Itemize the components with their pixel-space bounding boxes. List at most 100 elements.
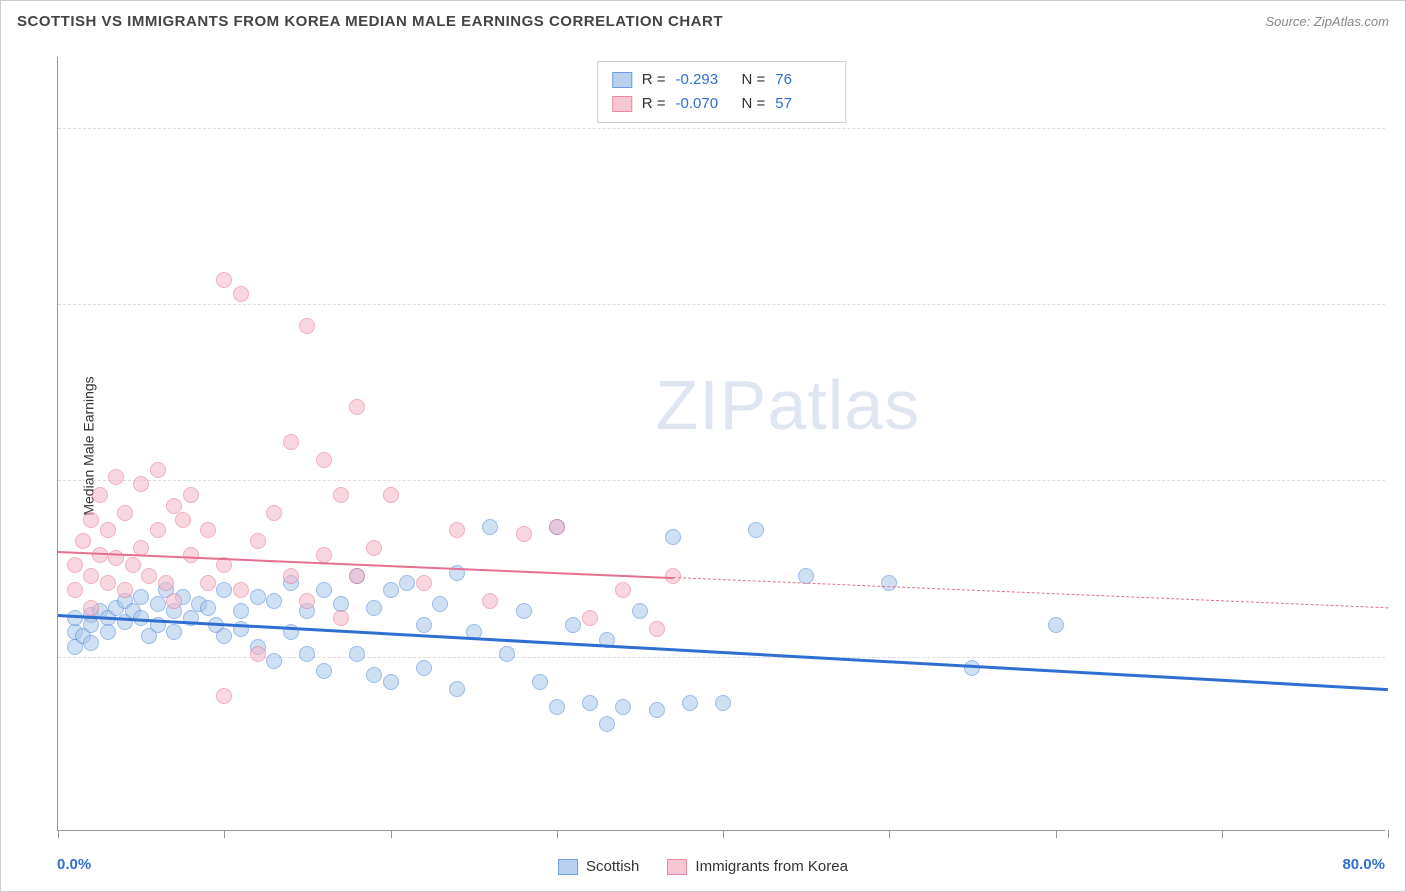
data-point bbox=[715, 695, 731, 711]
data-point bbox=[416, 617, 432, 633]
data-point bbox=[615, 699, 631, 715]
data-point bbox=[299, 646, 315, 662]
gridline bbox=[58, 480, 1385, 481]
data-point bbox=[416, 660, 432, 676]
data-point bbox=[565, 617, 581, 633]
data-point bbox=[216, 628, 232, 644]
data-point bbox=[183, 547, 199, 563]
data-point bbox=[599, 716, 615, 732]
data-point bbox=[183, 487, 199, 503]
data-point bbox=[133, 476, 149, 492]
data-point bbox=[216, 582, 232, 598]
data-point bbox=[748, 522, 764, 538]
data-point bbox=[216, 272, 232, 288]
data-point bbox=[75, 533, 91, 549]
x-axis-max-label: 80.0% bbox=[1342, 856, 1385, 873]
data-point bbox=[449, 681, 465, 697]
gridline bbox=[58, 128, 1385, 129]
data-point bbox=[250, 646, 266, 662]
data-point bbox=[582, 610, 598, 626]
data-point bbox=[299, 318, 315, 334]
r-label: R = bbox=[642, 68, 666, 92]
data-point bbox=[316, 547, 332, 563]
data-point bbox=[233, 286, 249, 302]
data-point bbox=[366, 540, 382, 556]
data-point bbox=[383, 674, 399, 690]
data-point bbox=[83, 568, 99, 584]
data-point bbox=[682, 695, 698, 711]
source-name: ZipAtlas.com bbox=[1314, 14, 1389, 29]
legend-item: Scottish bbox=[558, 858, 639, 875]
x-tick bbox=[723, 830, 724, 838]
legend-swatch bbox=[612, 96, 632, 112]
data-point bbox=[108, 469, 124, 485]
legend-swatch bbox=[612, 72, 632, 88]
legend-label: Scottish bbox=[586, 858, 639, 875]
title-bar: SCOTTISH VS IMMIGRANTS FROM KOREA MEDIAN… bbox=[1, 1, 1405, 41]
data-point bbox=[83, 617, 99, 633]
data-point bbox=[349, 646, 365, 662]
data-point bbox=[166, 593, 182, 609]
data-point bbox=[67, 582, 83, 598]
data-point bbox=[266, 505, 282, 521]
data-point bbox=[250, 589, 266, 605]
data-point bbox=[333, 610, 349, 626]
x-tick bbox=[224, 830, 225, 838]
data-point bbox=[432, 596, 448, 612]
data-point bbox=[482, 593, 498, 609]
data-point bbox=[83, 600, 99, 616]
data-point bbox=[166, 624, 182, 640]
x-tick bbox=[1222, 830, 1223, 838]
data-point bbox=[117, 582, 133, 598]
data-point bbox=[482, 519, 498, 535]
data-point bbox=[349, 399, 365, 415]
n-label: N = bbox=[742, 92, 766, 116]
data-point bbox=[141, 568, 157, 584]
data-point bbox=[100, 522, 116, 538]
x-tick bbox=[889, 830, 890, 838]
legend-item: Immigrants from Korea bbox=[667, 858, 848, 875]
data-point bbox=[316, 663, 332, 679]
data-point bbox=[549, 699, 565, 715]
data-point bbox=[649, 621, 665, 637]
legend-swatch bbox=[667, 859, 687, 875]
data-point bbox=[92, 487, 108, 503]
x-tick bbox=[58, 830, 59, 838]
r-value: -0.293 bbox=[676, 68, 732, 92]
data-point bbox=[200, 575, 216, 591]
data-point bbox=[133, 589, 149, 605]
data-point bbox=[1048, 617, 1064, 633]
data-point bbox=[283, 568, 299, 584]
data-point bbox=[549, 519, 565, 535]
x-tick bbox=[1056, 830, 1057, 838]
n-label: N = bbox=[742, 68, 766, 92]
data-point bbox=[416, 575, 432, 591]
plot-area: ZIPatlas R =-0.293N =76R =-0.070N =57 $5… bbox=[57, 57, 1385, 831]
data-point bbox=[516, 603, 532, 619]
data-point bbox=[615, 582, 631, 598]
data-point bbox=[366, 667, 382, 683]
data-point bbox=[100, 575, 116, 591]
x-tick bbox=[1388, 830, 1389, 838]
watermark: ZIPatlas bbox=[655, 365, 920, 445]
data-point bbox=[266, 653, 282, 669]
data-point bbox=[216, 688, 232, 704]
data-point bbox=[233, 603, 249, 619]
data-point bbox=[333, 487, 349, 503]
legend-label: Immigrants from Korea bbox=[695, 858, 848, 875]
data-point bbox=[150, 522, 166, 538]
legend-swatch bbox=[558, 859, 578, 875]
data-point bbox=[499, 646, 515, 662]
data-point bbox=[250, 533, 266, 549]
data-point bbox=[83, 635, 99, 651]
r-value: -0.070 bbox=[676, 92, 732, 116]
data-point bbox=[632, 603, 648, 619]
stats-row: R =-0.070N =57 bbox=[612, 92, 832, 116]
x-tick bbox=[391, 830, 392, 838]
data-point bbox=[233, 582, 249, 598]
data-point bbox=[366, 600, 382, 616]
data-point bbox=[299, 593, 315, 609]
data-point bbox=[283, 434, 299, 450]
watermark-thin: atlas bbox=[767, 366, 920, 444]
data-point bbox=[383, 487, 399, 503]
